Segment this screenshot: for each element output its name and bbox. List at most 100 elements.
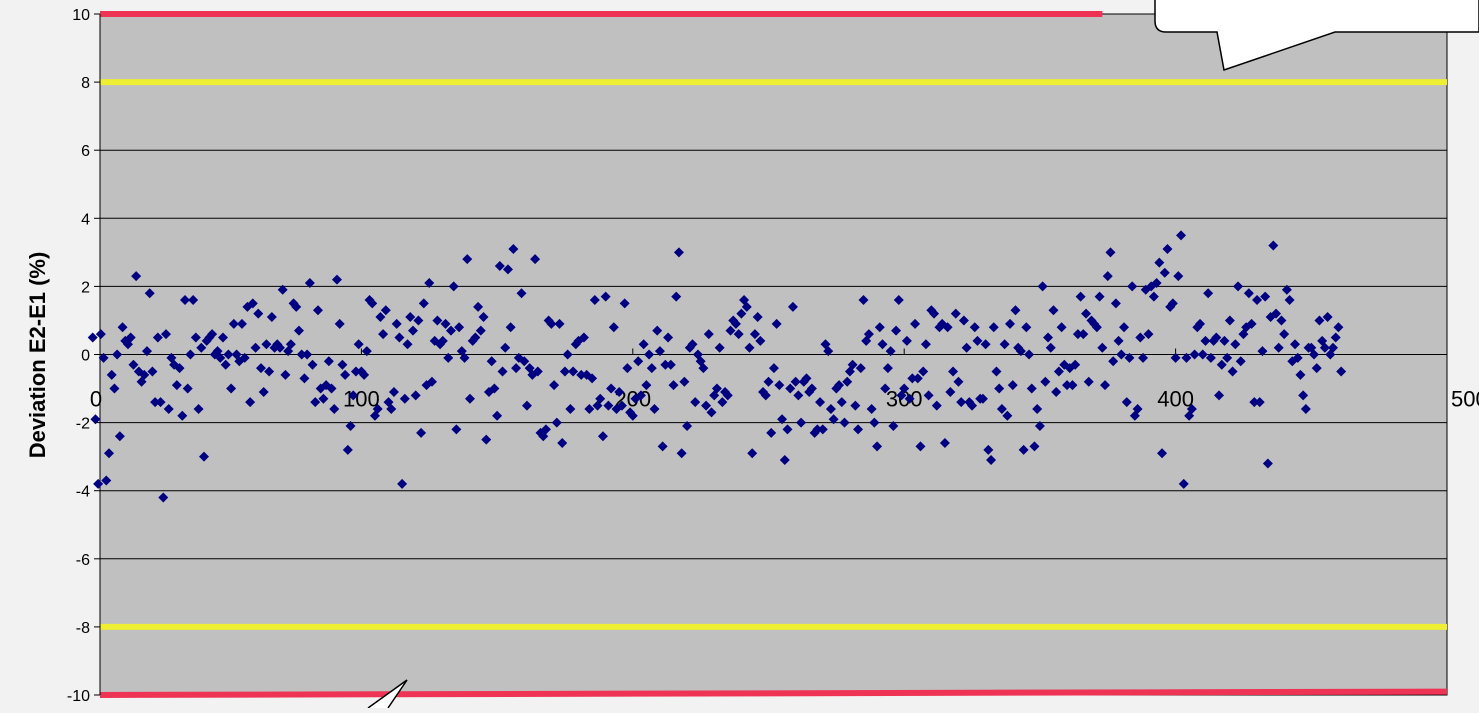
- data-point: [1110, 298, 1121, 309]
- data-point: [397, 478, 408, 489]
- data-point: [296, 349, 307, 360]
- y-tick-label: -4: [76, 484, 90, 501]
- data-point: [505, 322, 516, 333]
- data-point: [1037, 281, 1048, 292]
- data-point: [983, 444, 994, 455]
- data-point: [790, 376, 801, 387]
- data-point: [910, 318, 921, 329]
- data-point: [103, 448, 114, 459]
- data-point: [179, 295, 190, 306]
- data-point: [261, 339, 272, 350]
- data-point: [1295, 369, 1306, 380]
- data-point: [980, 339, 991, 350]
- data-point: [1216, 359, 1227, 370]
- data-point: [511, 363, 522, 374]
- data-point: [923, 390, 934, 401]
- data-point: [741, 301, 752, 312]
- data-point: [1154, 257, 1165, 268]
- data-point: [587, 373, 598, 384]
- data-point: [1102, 271, 1113, 282]
- data-point: [823, 346, 834, 357]
- data-point: [1018, 444, 1029, 455]
- data-point: [793, 390, 804, 401]
- data-point: [407, 325, 418, 336]
- data-point: [1056, 322, 1067, 333]
- data-point: [361, 346, 372, 357]
- data-point: [863, 329, 874, 340]
- data-point: [1178, 478, 1189, 489]
- data-point: [796, 417, 807, 428]
- data-point: [1197, 349, 1208, 360]
- data-point: [1005, 318, 1016, 329]
- data-point: [1333, 322, 1344, 333]
- data-point: [1070, 359, 1081, 370]
- data-point: [1127, 281, 1138, 292]
- data-point: [405, 312, 416, 323]
- data-point: [608, 322, 619, 333]
- data-point: [977, 393, 988, 404]
- data-point: [1072, 329, 1083, 340]
- data-point: [589, 295, 600, 306]
- data-point: [1181, 352, 1192, 363]
- data-point: [334, 318, 345, 329]
- data-point: [239, 352, 250, 363]
- data-point: [147, 366, 158, 377]
- data-point: [842, 376, 853, 387]
- data-point: [866, 403, 877, 414]
- data-point: [988, 322, 999, 333]
- y-axis-label: Deviation E2-E1 (%): [25, 252, 50, 459]
- data-point: [1124, 352, 1135, 363]
- data-point: [1159, 267, 1170, 278]
- data-point: [1219, 335, 1230, 346]
- data-point: [410, 390, 421, 401]
- data-point: [519, 356, 530, 367]
- data-point: [747, 448, 758, 459]
- data-point: [445, 325, 456, 336]
- data-point: [1227, 366, 1238, 377]
- data-point: [318, 393, 329, 404]
- data-point: [228, 318, 239, 329]
- data-point: [1230, 339, 1241, 350]
- data-point: [882, 363, 893, 374]
- data-point: [722, 390, 733, 401]
- data-point: [562, 349, 573, 360]
- data-point: [293, 325, 304, 336]
- data-point: [942, 322, 953, 333]
- data-point: [549, 380, 560, 391]
- callout-pointer-bottom: [367, 679, 408, 709]
- data-point: [174, 363, 185, 374]
- data-point: [663, 332, 674, 343]
- data-point: [264, 366, 275, 377]
- data-point: [711, 383, 722, 394]
- data-point: [1273, 342, 1284, 353]
- data-point: [644, 349, 655, 360]
- data-point: [969, 322, 980, 333]
- data-point: [462, 254, 473, 265]
- data-point: [755, 335, 766, 346]
- data-point: [150, 397, 161, 408]
- data-point: [500, 342, 511, 353]
- x-tick-label: 500: [1451, 387, 1479, 412]
- data-point: [475, 325, 486, 336]
- data-point: [918, 366, 929, 377]
- data-point: [774, 380, 785, 391]
- data-point: [502, 264, 513, 275]
- data-point: [999, 339, 1010, 350]
- data-point: [706, 407, 717, 418]
- data-point: [185, 349, 196, 360]
- data-point: [112, 349, 123, 360]
- data-point: [682, 421, 693, 432]
- data-point: [638, 339, 649, 350]
- data-point: [280, 369, 291, 380]
- data-point: [766, 427, 777, 438]
- data-point: [787, 301, 798, 312]
- data-point: [348, 390, 359, 401]
- y-tick-label: 2: [81, 279, 90, 296]
- data-point: [1143, 329, 1154, 340]
- data-point: [839, 417, 850, 428]
- data-point: [223, 349, 234, 360]
- data-point: [342, 444, 353, 455]
- data-point: [595, 393, 606, 404]
- data-point: [1284, 295, 1295, 306]
